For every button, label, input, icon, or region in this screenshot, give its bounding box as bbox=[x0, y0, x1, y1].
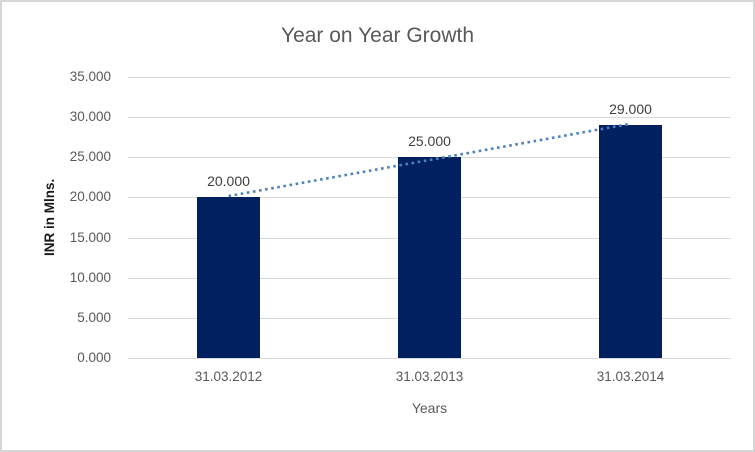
y-axis-tick-label: 35.000 bbox=[69, 69, 111, 84]
x-axis-line bbox=[128, 358, 731, 359]
y-axis-tick-label: 5.000 bbox=[77, 309, 111, 325]
trendline bbox=[228, 122, 631, 198]
x-axis-tick-label: 31.03.2014 bbox=[596, 369, 665, 384]
y-axis-tick-label: 30.000 bbox=[69, 109, 111, 125]
bar-data-label: 25.000 bbox=[408, 133, 451, 150]
gridline bbox=[128, 117, 731, 119]
bar bbox=[599, 125, 662, 358]
bar-data-label: 29.000 bbox=[609, 101, 652, 118]
bar bbox=[398, 157, 461, 358]
bar-data-label: 20.000 bbox=[207, 173, 250, 190]
y-axis-tick-label: 25.000 bbox=[69, 149, 111, 165]
y-axis-tick-label: 20.000 bbox=[69, 189, 111, 205]
x-axis-tick-label: 31.03.2012 bbox=[194, 369, 263, 384]
x-axis-title: Years bbox=[411, 400, 448, 416]
x-axis-tick-label: 31.03.2013 bbox=[395, 369, 464, 384]
y-axis-tick-label: 0.000 bbox=[77, 350, 111, 365]
chart-title: Year on Year Growth bbox=[280, 24, 475, 47]
bar bbox=[197, 197, 260, 358]
gridline bbox=[128, 77, 731, 78]
y-axis-tick-label: 10.000 bbox=[69, 269, 111, 285]
y-axis-tick-label: 15.000 bbox=[69, 229, 111, 245]
